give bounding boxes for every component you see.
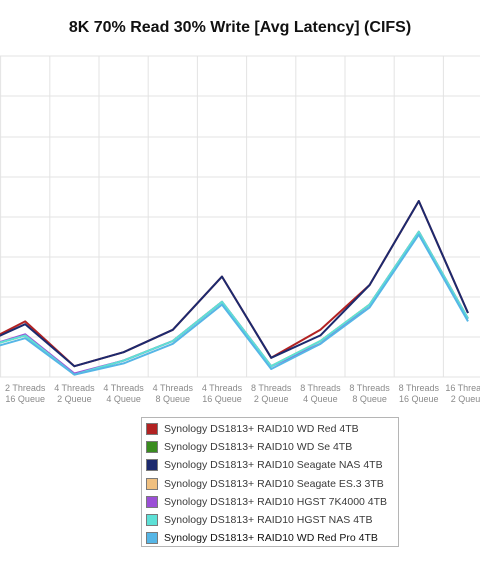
legend-swatch [146, 514, 158, 527]
x-tick-label: 4 Threads 8 Queue [153, 383, 194, 404]
grid [0, 55, 480, 378]
legend: Synology DS1813+ RAID10 WD Red 4TB Synolo… [141, 417, 399, 547]
legend-item: Synology DS1813+ RAID10 Seagate NAS 4TB [146, 456, 398, 474]
legend-swatch [146, 532, 158, 545]
series-line-1 [0, 200, 469, 368]
legend-label: Synology DS1813+ RAID10 Seagate NAS 4TB [164, 459, 383, 472]
series-line-6 [0, 230, 469, 376]
legend-swatch [146, 477, 158, 490]
series-line-5 [0, 230, 469, 375]
series-lines [0, 200, 469, 376]
series-line-2 [0, 230, 469, 376]
x-tick-label: 8 Threads 16 Queue [399, 383, 440, 404]
legend-label: Synology DS1813+ RAID10 WD Se 4TB [164, 441, 353, 454]
legend-item: Synology DS1813+ RAID10 HGST NAS 4TB [146, 511, 398, 529]
legend-swatch [146, 459, 158, 472]
x-tick-label: 8 Threads 2 Queue [251, 383, 292, 404]
legend-label: Synology DS1813+ RAID10 HGST 7K4000 4TB [164, 495, 388, 508]
legend-item: Synology DS1813+ RAID10 HGST 7K4000 4TB [146, 493, 398, 511]
legend-swatch [146, 495, 158, 508]
x-tick-label: 8 Threads 4 Queue [300, 383, 341, 404]
x-tick-label: 2 Threads 16 Queue [5, 383, 46, 404]
legend-label: Synology DS1813+ RAID10 Seagate ES.3 3TB [164, 477, 384, 490]
legend-swatch [146, 441, 158, 454]
chart-title: 8K 70% Read 30% Write [Avg Latency] (CIF… [68, 19, 412, 36]
x-tick-label: 4 Threads 2 Queue [54, 383, 95, 404]
legend-item: Synology DS1813+ RAID10 Seagate ES.3 3TB [146, 475, 398, 493]
series-line-3 [0, 200, 469, 368]
series-line-7 [0, 233, 469, 376]
legend-label: Synology DS1813+ RAID10 WD Red Pro 4TB [164, 532, 378, 545]
legend-label: Synology DS1813+ RAID10 HGST NAS 4TB [164, 514, 373, 527]
legend-item: Synology DS1813+ RAID10 WD Red 4TB [146, 420, 398, 438]
x-tick-label: 4 Threads 16 Queue [202, 383, 243, 404]
legend-label: Synology DS1813+ RAID10 WD Red 4TB [164, 423, 359, 436]
legend-item: Synology DS1813+ RAID10 WD Se 4TB [146, 438, 398, 456]
legend-item: Synology DS1813+ RAID10 WD Red Pro 4TB [146, 529, 398, 547]
legend-swatch [146, 423, 158, 436]
series-line-4 [0, 230, 469, 376]
x-tick-label: 4 Threads 4 Queue [103, 383, 144, 404]
x-tick-label: 8 Threads 8 Queue [349, 383, 390, 404]
